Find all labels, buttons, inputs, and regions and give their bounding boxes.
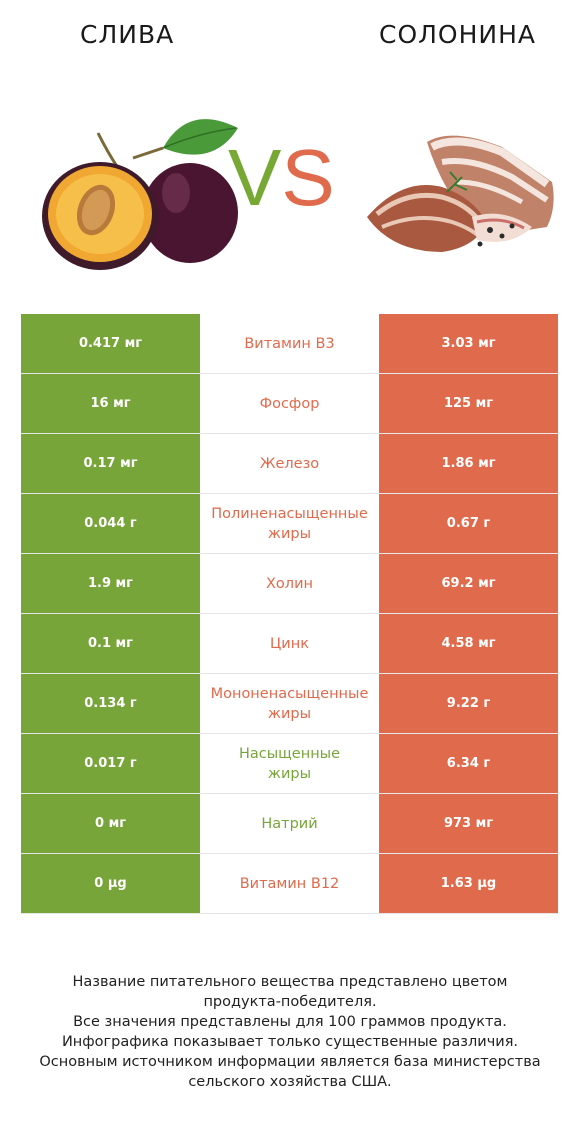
right-value: 6.34 г	[379, 734, 558, 793]
table-row: 0 µg Витамин B12 1.63 µg	[21, 854, 558, 914]
right-value: 1.86 мг	[379, 434, 558, 493]
right-value: 125 мг	[379, 374, 558, 433]
nutrient-name: Полиненасыщенные жиры	[200, 494, 379, 553]
table-row: 0.1 мг Цинк 4.58 мг	[21, 614, 558, 674]
table-row: 0.017 г Насыщенные жиры 6.34 г	[21, 734, 558, 794]
left-value: 0.1 мг	[21, 614, 200, 673]
footer-line: Все значения представлены для 100 граммо…	[73, 1014, 507, 1030]
nutrient-name-line1: Полиненасыщенные	[211, 505, 368, 522]
table-row: 1.9 мг Холин 69.2 мг	[21, 554, 558, 614]
vs-v-letter: V	[228, 133, 282, 222]
left-value: 16 мг	[21, 374, 200, 433]
nutrient-name: Витамин B12	[200, 854, 379, 913]
nutrient-name: Железо	[200, 434, 379, 493]
left-value: 0.044 г	[21, 494, 200, 553]
footer-line: продукта-победителя.	[203, 994, 377, 1010]
nutrient-name: Фосфор	[200, 374, 379, 433]
left-value: 0 µg	[21, 854, 200, 913]
footer-note: Название питательного вещества представл…	[20, 972, 560, 1092]
nutrient-name-line2: жиры	[267, 525, 312, 542]
table-row: 16 мг Фосфор 125 мг	[21, 374, 558, 434]
right-value: 4.58 мг	[379, 614, 558, 673]
footer-line: Основным источником информации является …	[39, 1054, 541, 1070]
right-value: 3.03 мг	[379, 314, 558, 373]
right-value: 9.22 г	[379, 674, 558, 733]
right-value: 1.63 µg	[379, 854, 558, 913]
nutrient-name-line2: жиры	[267, 765, 312, 782]
nutrient-name: Мононенасыщенные жиры	[200, 674, 379, 733]
table-row: 0 мг Натрий 973 мг	[21, 794, 558, 854]
table-row: 0.134 г Мононенасыщенные жиры 9.22 г	[21, 674, 558, 734]
left-value: 0.17 мг	[21, 434, 200, 493]
left-value: 0.017 г	[21, 734, 200, 793]
comparison-table: 0.417 мг Витамин B3 3.03 мг 16 мг Фосфор…	[21, 314, 558, 914]
nutrient-name: Цинк	[200, 614, 379, 673]
table-row: 0.17 мг Железо 1.86 мг	[21, 434, 558, 494]
salted-meat-image	[367, 135, 554, 252]
right-value: 69.2 мг	[379, 554, 558, 613]
nutrient-name-line1: Мононенасыщенные	[210, 685, 369, 702]
nutrient-name-line1: Насыщенные	[238, 745, 341, 762]
left-value: 0.134 г	[21, 674, 200, 733]
table-row: 0.417 мг Витамин B3 3.03 мг	[21, 314, 558, 374]
footer-line: Название питательного вещества представл…	[72, 974, 508, 990]
footer-line: сельского хозяйства США.	[188, 1074, 392, 1090]
vs-label: VS	[228, 138, 335, 218]
right-value: 0.67 г	[379, 494, 558, 553]
right-product-title: СОЛОНИНА	[379, 20, 537, 49]
nutrient-name-line2: жиры	[267, 705, 312, 722]
left-value: 1.9 мг	[21, 554, 200, 613]
right-value: 973 мг	[379, 794, 558, 853]
left-product-title: СЛИВА	[80, 20, 175, 49]
plum-image	[42, 119, 238, 270]
footer-line: Инфографика показывает только существенн…	[61, 1034, 519, 1050]
left-value: 0 мг	[21, 794, 200, 853]
nutrient-name: Натрий	[200, 794, 379, 853]
left-value: 0.417 мг	[21, 314, 200, 373]
table-row: 0.044 г Полиненасыщенные жиры 0.67 г	[21, 494, 558, 554]
vs-s-letter: S	[281, 133, 335, 222]
nutrient-name: Витамин B3	[200, 314, 379, 373]
nutrient-name: Холин	[200, 554, 379, 613]
nutrient-name: Насыщенные жиры	[200, 734, 379, 793]
